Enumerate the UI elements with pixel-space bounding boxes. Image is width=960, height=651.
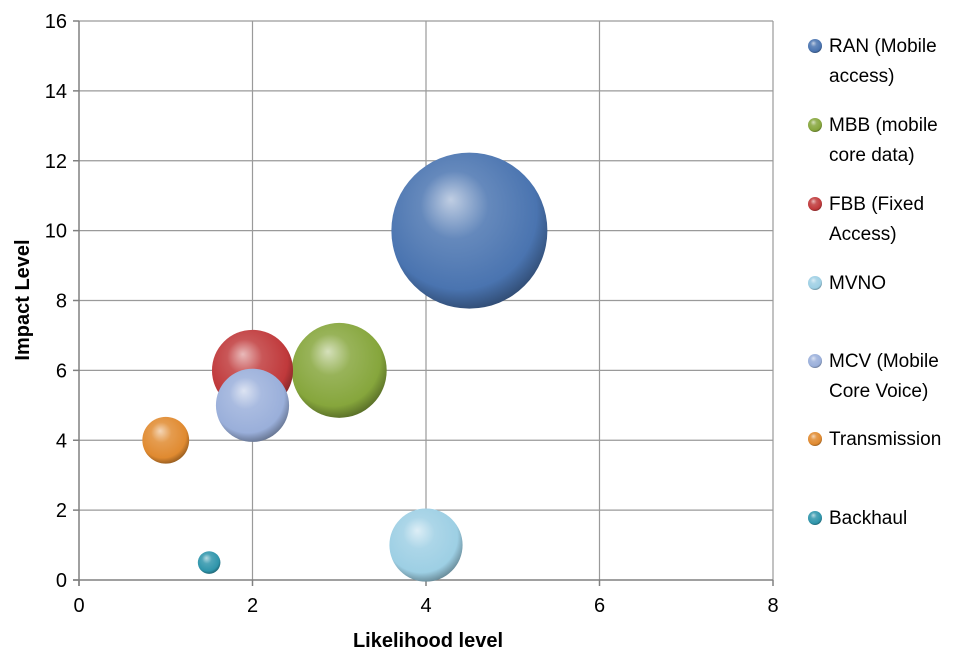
legend-item-mvno: MVNO	[808, 273, 886, 294]
legend-item-backhaul: Backhaul	[808, 508, 907, 529]
bubble-mbb	[291, 322, 387, 418]
y-axis-title: Impact Level	[12, 239, 34, 360]
legend: RAN (Mobile access) MBB (mobile core data) F…	[808, 36, 941, 529]
legend-item-fbb: FBB (Fixed Access)	[808, 194, 924, 245]
legend-label: Core Voice)	[829, 381, 928, 402]
legend-label: access)	[829, 66, 894, 87]
y-tick-labels: 0 2 4 6 8 10 12 14 16	[45, 11, 67, 592]
legend-marker	[808, 511, 822, 525]
legend-label: FBB (Fixed	[829, 194, 924, 215]
legend-label: MBB (mobile	[829, 115, 938, 136]
y-tick-label: 14	[45, 81, 67, 103]
x-tick-label: 0	[73, 595, 84, 617]
axes	[73, 20, 774, 586]
bubble-ran	[391, 152, 548, 309]
y-tick-label: 12	[45, 151, 67, 173]
x-axis-title: Likelihood level	[353, 630, 503, 651]
legend-label: RAN (Mobile	[829, 36, 937, 57]
x-tick-label: 4	[420, 595, 431, 617]
legend-label: Transmission	[829, 429, 941, 450]
legend-item-transmission: Transmission	[808, 429, 941, 450]
y-tick-label: 16	[45, 11, 67, 33]
x-tick-labels: 0 2 4 6 8	[73, 595, 778, 617]
legend-label: Backhaul	[829, 508, 907, 529]
x-tick-label: 8	[767, 595, 778, 617]
bubble-mvno	[389, 508, 463, 582]
legend-marker	[808, 276, 822, 290]
legend-marker	[808, 39, 822, 53]
y-tick-label: 8	[56, 291, 67, 313]
y-tick-label: 10	[45, 221, 67, 243]
legend-item-ran: RAN (Mobile access)	[808, 36, 937, 87]
y-tick-label: 6	[56, 360, 67, 382]
legend-marker	[808, 118, 822, 132]
legend-item-mcv: MCV (Mobile Core Voice)	[808, 351, 939, 402]
legend-marker	[808, 354, 822, 368]
legend-label: MCV (Mobile	[829, 351, 939, 372]
legend-marker	[808, 197, 822, 211]
legend-label: MVNO	[829, 273, 886, 294]
legend-label: core data)	[829, 145, 915, 166]
legend-marker	[808, 432, 822, 446]
y-tick-label: 4	[56, 430, 67, 452]
legend-item-mbb: MBB (mobile core data)	[808, 115, 938, 166]
bubbles	[142, 152, 548, 582]
grid-lines	[79, 20, 774, 580]
bubble-backhaul	[197, 551, 221, 574]
y-tick-label: 2	[56, 500, 67, 522]
x-tick-label: 6	[594, 595, 605, 617]
legend-label: Access)	[829, 224, 897, 245]
bubble-mcv	[215, 368, 290, 442]
y-tick-label: 0	[56, 570, 67, 592]
bubble-transmission	[142, 416, 190, 464]
x-tick-label: 2	[247, 595, 258, 617]
